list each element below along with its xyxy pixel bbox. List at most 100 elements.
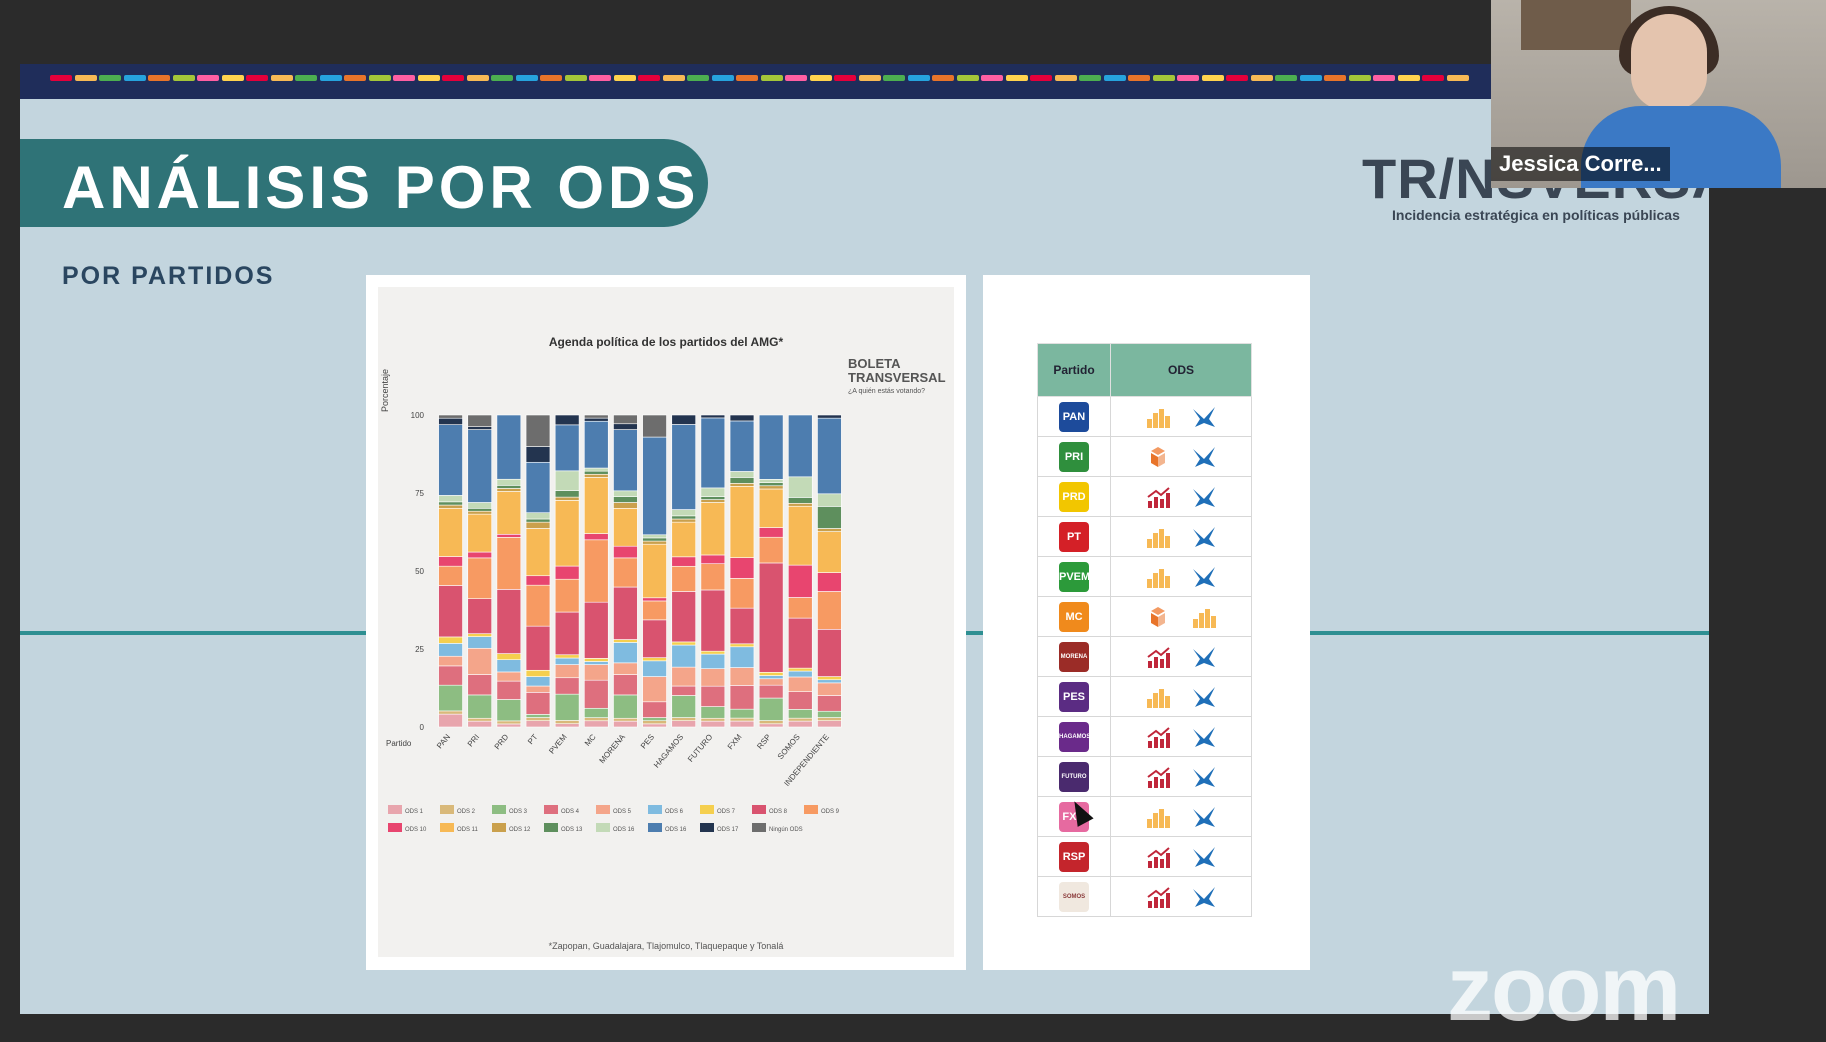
confetti-dash	[221, 75, 244, 81]
confetti-dash	[1324, 75, 1346, 81]
legend-swatch	[544, 823, 558, 832]
x-tick-label: RSP	[755, 733, 772, 751]
bar-segment	[613, 694, 638, 719]
x-tick-label: FXM	[726, 732, 744, 751]
chart-area: Agenda política de los partidos del AMG*…	[378, 287, 954, 957]
bar-segment	[438, 655, 463, 667]
bar-segment	[467, 508, 492, 512]
bar-segment	[584, 417, 609, 422]
bar-segment	[671, 695, 696, 718]
table-row: FUTURO	[1037, 756, 1252, 797]
bar-segment	[671, 644, 696, 668]
ods-icons-cell	[1110, 556, 1252, 597]
chart-logo-subtext: ¿A quién estás votando?	[848, 388, 926, 395]
bar-segment	[496, 699, 522, 722]
bar-segment	[817, 417, 842, 495]
bar-segment	[584, 707, 609, 718]
confetti-dash	[466, 75, 489, 81]
party-cell: RSP	[1037, 836, 1111, 877]
chart-panel: Agenda política de los partidos del AMG*…	[366, 275, 966, 970]
participant-video[interactable]: Jessica Corre...	[1491, 0, 1826, 188]
bar-segment	[817, 528, 842, 532]
bar-segment	[642, 660, 667, 677]
bar-segment	[613, 557, 638, 588]
confetti-dash	[197, 75, 219, 81]
table-header-row: Partido ODS	[1037, 343, 1252, 397]
confetti-dash	[442, 75, 464, 81]
confetti-dash	[613, 75, 636, 81]
bar-segment	[496, 680, 522, 700]
bar-segment	[788, 709, 813, 719]
brand-tagline: Incidencia estratégica en políticas públ…	[1392, 207, 1680, 223]
table-row: SOMOS	[1037, 876, 1252, 917]
bar-segment	[554, 693, 580, 721]
confetti-dash	[99, 75, 121, 81]
bar-segment	[613, 545, 638, 559]
confetti-dash	[760, 75, 783, 81]
bar-segment	[758, 488, 784, 528]
bar-segment	[758, 485, 784, 490]
bar-segment	[729, 643, 755, 648]
bar-segment	[525, 669, 551, 677]
x-tick-label: PRI	[466, 733, 481, 749]
legend-swatch	[648, 805, 662, 814]
bars-icon	[1145, 405, 1171, 429]
confetti-dash	[1177, 75, 1199, 81]
ods-icons-cell	[1110, 676, 1252, 717]
confetti-dash	[148, 75, 170, 81]
stacked-bar-chart: 0 25 50 75 100 PAN PRI PRD PT PVEM MC MORENA PESHAGA…	[386, 411, 842, 833]
bar-segment	[525, 676, 551, 687]
legend-label: ODS 3	[509, 809, 528, 815]
bar-segment	[438, 665, 463, 686]
bar-segment	[700, 685, 726, 707]
x-tick-label: MC	[583, 732, 598, 747]
bar-segment	[642, 436, 667, 536]
bar-segment	[467, 429, 492, 503]
bar-segment	[467, 502, 492, 509]
dove-icon	[1191, 845, 1217, 869]
party-logo: PT	[1059, 521, 1089, 552]
bar-segment	[817, 710, 842, 718]
bar-segment	[584, 467, 609, 472]
party-logo: PRD	[1059, 481, 1089, 512]
table-row: PT	[1037, 516, 1252, 557]
legend-label: ODS 11	[457, 827, 479, 833]
bar-segment	[729, 708, 755, 719]
table-row: FXM	[1037, 796, 1252, 837]
bar-segment	[438, 424, 463, 496]
legend-label: ODS 12	[509, 827, 531, 833]
y-tick-label: 0	[420, 723, 425, 732]
legend-label: ODS 4	[561, 809, 580, 815]
bar-segment	[817, 695, 842, 712]
top-banner	[20, 64, 1709, 99]
bar-segment	[758, 527, 784, 538]
bar-segment	[554, 496, 580, 501]
bar-segment	[729, 486, 755, 558]
party-cell: SOMOS	[1037, 876, 1111, 917]
growth-icon	[1145, 845, 1171, 869]
ods-icons-cell	[1110, 756, 1252, 797]
column-header-party: Partido	[1037, 343, 1111, 397]
confetti-dash	[687, 75, 709, 81]
title-bar: ANÁLISIS POR ODS	[20, 139, 708, 227]
confetti-dash	[1103, 75, 1126, 81]
party-logo: RSP	[1059, 841, 1089, 872]
bar-segment	[584, 720, 609, 728]
bar-segment	[817, 572, 842, 592]
ods-icons-cell	[1110, 836, 1252, 877]
bar-segment	[613, 720, 638, 728]
confetti-dash	[883, 75, 905, 81]
bar-segment	[788, 720, 813, 728]
bar-segment	[700, 502, 726, 556]
participant-face	[1631, 14, 1707, 110]
bar-segment	[671, 591, 696, 643]
legend-label: ODS 17	[717, 827, 739, 833]
confetti-dash	[589, 75, 611, 81]
bar-segment	[671, 565, 696, 592]
legend-label: ODS 16	[665, 827, 687, 833]
bar-segment	[584, 658, 609, 662]
confetti-dash	[74, 75, 97, 81]
column-header-ods: ODS	[1110, 343, 1252, 397]
ods-icons-cell	[1110, 596, 1252, 637]
confetti-dash	[1373, 75, 1395, 81]
